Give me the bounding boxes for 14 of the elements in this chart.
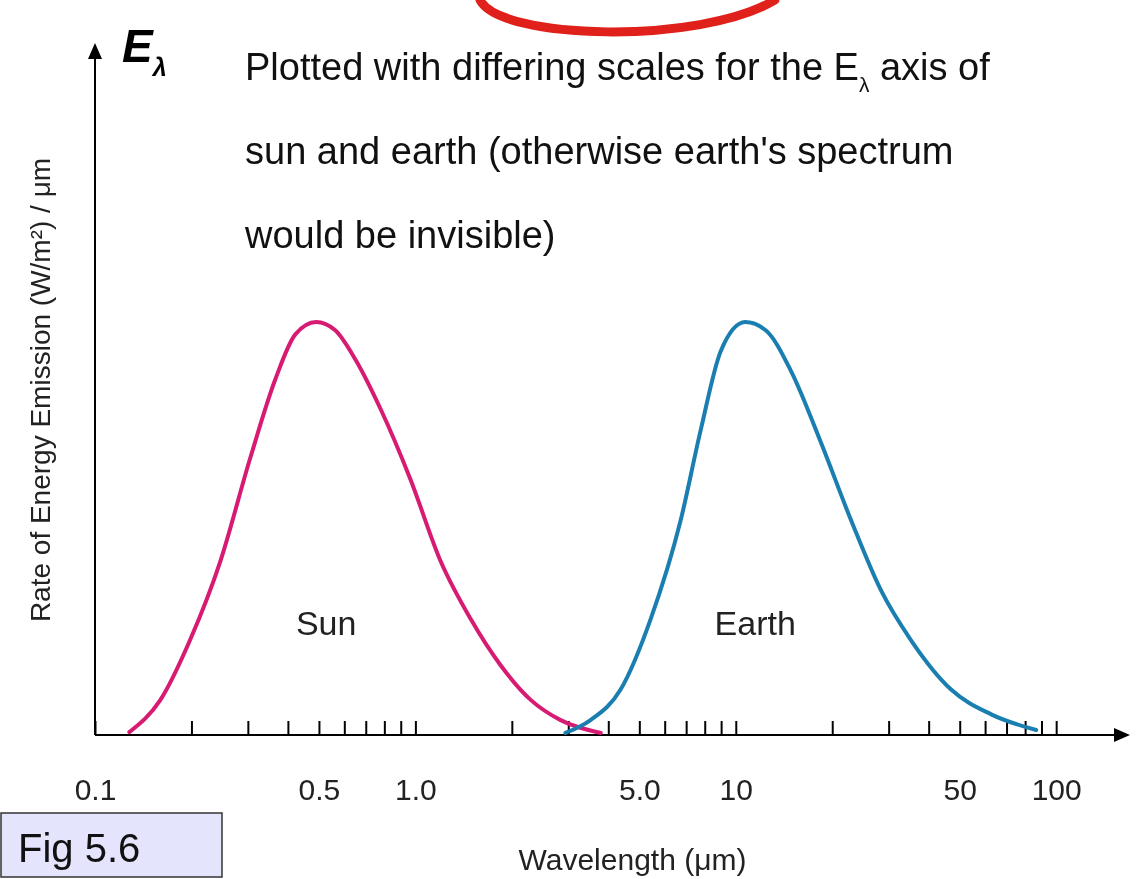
- x-axis-title: Wavelength (μm): [518, 843, 747, 876]
- text: E$_{λ}$: [122, 20, 167, 81]
- text: Sun: [295, 604, 357, 642]
- x-tick-label: 100: [1031, 773, 1082, 807]
- x-tick-label: 10: [719, 773, 753, 807]
- x-tick-label: 5.0: [618, 773, 661, 807]
- caption: Fig 5.6: [18, 826, 141, 870]
- x-tick-label: 0.5: [298, 773, 341, 807]
- x-tick-label: 50: [943, 773, 977, 807]
- x-tick-label: 0.1: [74, 773, 117, 807]
- series-label: Earth: [714, 604, 796, 642]
- y-axis-title: Rate of Energy Emission (W/m²) / μm: [25, 157, 56, 623]
- text: Plotted with differing scales for the E$_{λ}$ axis of sun and earth (otherwise earth's spectrum would be invisible): [244, 46, 991, 256]
- x-tick-label: 1.0: [395, 773, 437, 807]
